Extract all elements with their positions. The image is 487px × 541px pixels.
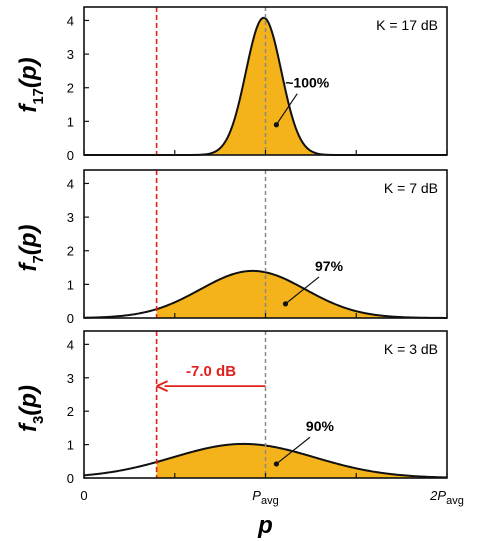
percent-leader	[285, 276, 320, 305]
y-tick-label: 1	[67, 114, 74, 129]
y-label-sub: 3	[30, 416, 47, 424]
y-tick-label: 2	[67, 244, 74, 259]
y-label-main: f	[15, 262, 42, 272]
x-tick-main: P	[252, 488, 261, 503]
y-tick-label: 4	[67, 337, 74, 352]
pdf-curve	[83, 269, 448, 319]
x-tick-sub: avg	[446, 495, 464, 507]
y-tick-label: 3	[67, 210, 74, 225]
x-tick-label: 2Pavg	[429, 488, 464, 507]
y-label-tail: (p)	[15, 385, 42, 416]
x-tick-sub: avg	[261, 495, 279, 507]
y-label-sub: 17	[30, 88, 47, 105]
percent-dot	[273, 461, 279, 467]
shaded-area	[156, 270, 447, 318]
x-tick-label: Pavg	[252, 488, 278, 507]
y-axis-label: f3(p)	[15, 385, 47, 432]
x-tick-main: 0	[80, 488, 87, 503]
panel-1: 0 1 2 3 4 f17(p) K = 17 dB ~100%	[15, 6, 448, 163]
y-label-main: f	[15, 103, 42, 113]
y-tick-label: 4	[67, 176, 74, 191]
x-tick-main: 2P	[429, 488, 446, 503]
y-tick-label: 0	[67, 471, 74, 486]
percentage-label: ~100%	[285, 75, 330, 91]
k-label: K = 3 dB	[384, 341, 438, 357]
panel-2: 0 1 2 3 4 f7(p) K = 7 dB 97%	[15, 169, 448, 326]
percent-leader	[275, 93, 298, 126]
shaded-area	[156, 443, 447, 478]
x-tick-label: 0	[80, 488, 87, 503]
percent-leader	[276, 436, 311, 465]
k-label: K = 17 dB	[376, 17, 438, 33]
percentage-label: 90%	[306, 418, 335, 434]
y-axis-label: f17(p)	[15, 57, 47, 112]
percentage-label: 97%	[315, 258, 344, 274]
delta-arrow-head	[156, 380, 168, 392]
y-tick-label: 2	[67, 81, 74, 96]
y-tick-label: 1	[67, 277, 74, 292]
delta-label: -7.0 dB	[186, 363, 236, 380]
y-tick-label: 2	[67, 404, 74, 419]
y-label-main: f	[15, 422, 42, 432]
y-tick-label: 3	[67, 47, 74, 62]
percent-dot	[282, 301, 289, 307]
percent-dot	[273, 122, 279, 128]
y-tick-label: 4	[67, 13, 74, 28]
y-label-tail: (p)	[15, 225, 42, 256]
y-label-tail: (p)	[15, 57, 42, 88]
y-tick-label: 0	[67, 148, 74, 163]
y-axis-label: f7(p)	[15, 225, 47, 272]
k-label: K = 7 dB	[384, 180, 438, 196]
x-axis-label: p	[257, 512, 273, 539]
y-label-sub: 7	[30, 255, 47, 263]
y-tick-label: 3	[67, 371, 74, 386]
y-tick-label: 0	[67, 311, 74, 326]
y-tick-label: 1	[67, 438, 74, 453]
